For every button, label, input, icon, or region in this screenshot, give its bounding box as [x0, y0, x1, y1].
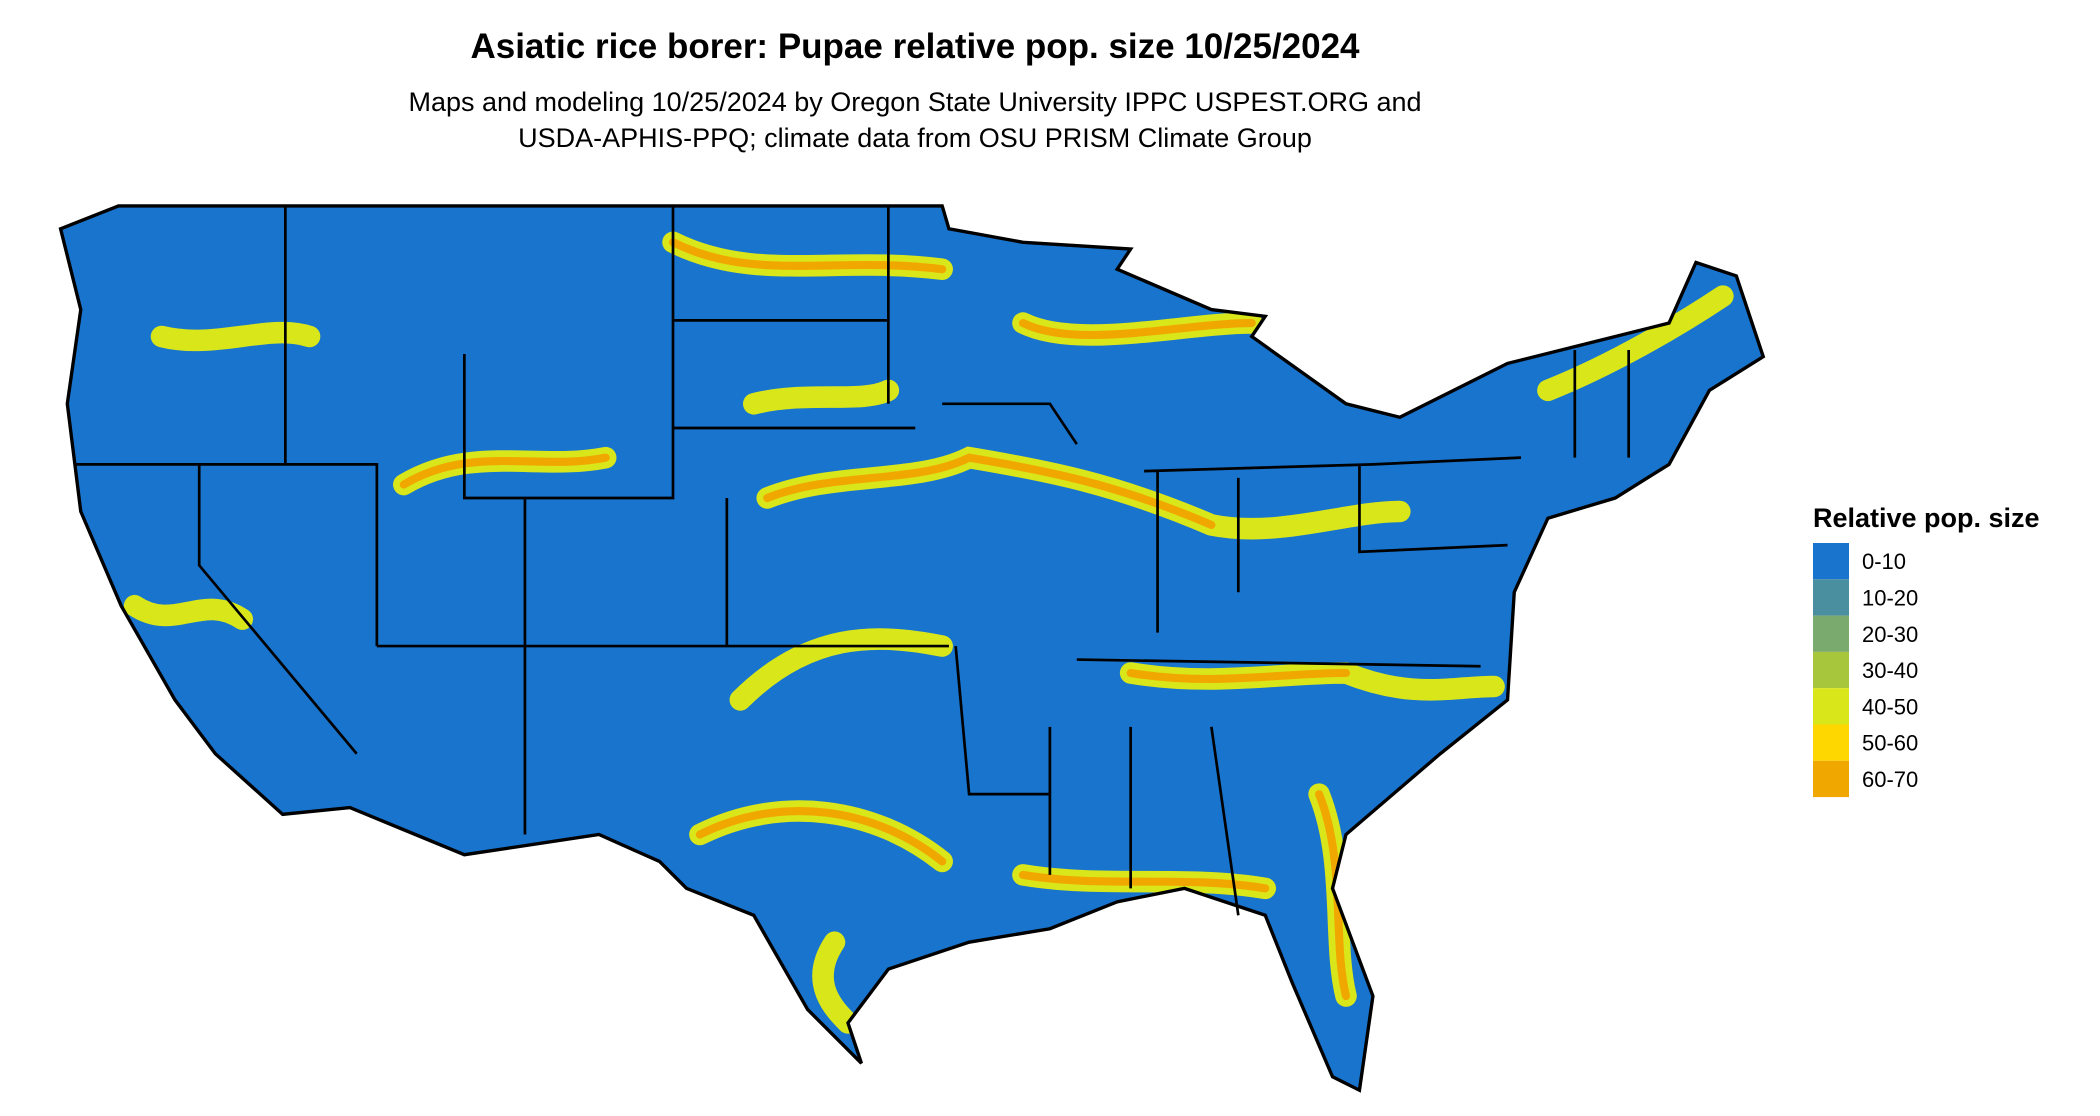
state-borders — [58, 204, 1765, 1092]
legend-swatch — [1813, 615, 1849, 652]
legend-label: 40-50 — [1862, 694, 1918, 719]
map-title: Asiatic rice borer: Pupae relative pop. … — [470, 27, 1360, 66]
legend-swatch — [1813, 543, 1849, 580]
legend-label: 30-40 — [1862, 658, 1918, 683]
us-map — [58, 204, 1765, 1092]
legend-title: Relative pop. size — [1813, 503, 2040, 533]
legend-label: 20-30 — [1862, 622, 1918, 647]
map-bands — [123, 231, 1734, 1034]
legend-label: 50-60 — [1862, 731, 1918, 756]
legend: 0-10 10-20 20-30 30-40 40-50 50-60 60-70 — [1813, 543, 1918, 798]
legend-swatch — [1813, 651, 1849, 689]
legend-swatch — [1813, 724, 1849, 761]
legend-label: 0-10 — [1862, 549, 1906, 574]
legend-swatch — [1813, 579, 1849, 616]
legend-swatch — [1813, 760, 1849, 798]
legend-label: 10-20 — [1862, 585, 1918, 610]
map-subtitle: Maps and modeling 10/25/2024 by Oregon S… — [408, 87, 1421, 117]
map-subtitle: USDA-APHIS-PPQ; climate data from OSU PR… — [518, 123, 1312, 153]
legend-swatch — [1813, 688, 1849, 725]
legend-label: 60-70 — [1862, 767, 1918, 792]
